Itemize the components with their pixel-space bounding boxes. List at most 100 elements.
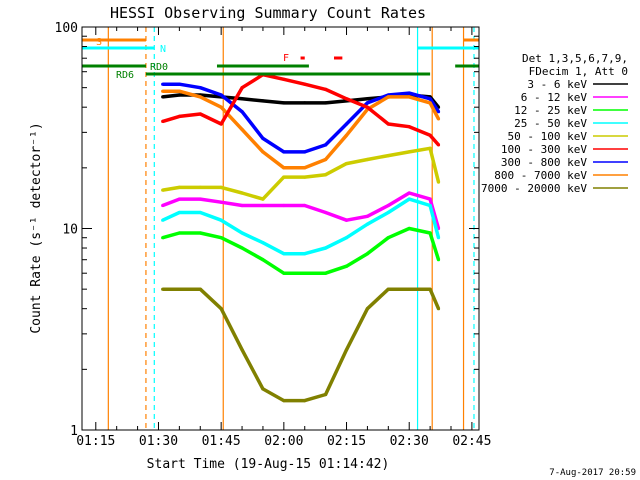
series-point [324, 157, 328, 162]
y-tick-label: 10 [62, 223, 78, 238]
legend-header: FDecim 1, Att 0 [529, 65, 628, 78]
series-point [282, 166, 286, 170]
series-point [386, 287, 390, 291]
x-tick-label: 02:30 [390, 434, 429, 449]
series-point [198, 287, 202, 291]
series-point [428, 101, 432, 105]
x-tick-label: 02:00 [264, 434, 303, 449]
series-point [240, 348, 244, 352]
series-point [428, 203, 432, 208]
series-point [177, 185, 181, 189]
series-point [324, 101, 328, 105]
series-point [365, 307, 369, 311]
legend-entry-label: 3 - 6 keV [527, 78, 587, 91]
legend-entry-label: 300 - 800 keV [501, 156, 587, 169]
series-point [240, 191, 244, 195]
series-point [344, 133, 349, 137]
series-line [162, 72, 440, 147]
series-point [261, 203, 265, 208]
plot-frame [81, 26, 480, 431]
series-point [324, 210, 328, 215]
legend-entry-label: 12 - 25 keV [514, 104, 587, 117]
series-point [198, 95, 202, 99]
x-tick-label: 01:15 [76, 434, 115, 449]
series-point [198, 112, 202, 116]
series-line [162, 287, 441, 403]
series-point [324, 173, 328, 177]
series-point [282, 203, 286, 208]
series-point [198, 86, 202, 90]
flag-label: S [96, 37, 102, 48]
series-point [386, 236, 390, 240]
series-point [365, 214, 369, 218]
series-point [428, 287, 432, 291]
series-point [161, 188, 165, 192]
series-point [428, 97, 432, 101]
series-point [386, 203, 390, 208]
series-point [436, 110, 441, 114]
series-point [303, 271, 307, 275]
series-point [219, 122, 223, 126]
flag-label: N [160, 44, 166, 55]
series-point [161, 287, 165, 291]
chart-title: HESSI Observing Summary Count Rates [110, 4, 426, 22]
series-point [219, 200, 223, 204]
series-point [386, 122, 390, 126]
series-point [198, 185, 202, 189]
series-point [407, 287, 411, 291]
series-point [344, 122, 349, 126]
series-point [344, 162, 349, 166]
series-point [219, 218, 223, 222]
series-point [177, 231, 181, 235]
series-point [303, 150, 307, 154]
series-point [282, 150, 286, 154]
series-line [162, 146, 441, 201]
series-point [261, 241, 265, 245]
series-point [198, 231, 202, 235]
y-axis-label: Count Rate (s⁻¹ detector⁻¹) [29, 122, 44, 333]
series-line [161, 197, 441, 256]
series-point [161, 236, 165, 240]
series-point [428, 146, 432, 150]
series-point [282, 77, 286, 81]
series-line [162, 226, 441, 275]
series-point [344, 264, 349, 268]
series-point [240, 127, 244, 132]
series-point [407, 95, 411, 99]
series-point [282, 101, 286, 105]
series-point [407, 197, 411, 201]
series-point [177, 287, 181, 291]
series-point [428, 231, 432, 235]
series-point [407, 226, 411, 231]
footer-date: 7-Aug-2017 20:59 [549, 468, 636, 478]
series-point [436, 117, 441, 121]
legend-entry-label: 6 - 12 keV [521, 91, 588, 104]
flag-label: RD6 [116, 70, 134, 81]
series-point [303, 175, 307, 179]
series-point [324, 392, 328, 397]
series-point [161, 89, 165, 93]
series-point [219, 105, 223, 109]
series-point [428, 197, 432, 201]
series-point [365, 252, 369, 256]
series-point [428, 133, 432, 137]
series-point [436, 143, 441, 147]
series-point [240, 246, 244, 250]
series-point [177, 114, 181, 118]
series-point [282, 271, 286, 275]
series-point [282, 175, 286, 179]
series-point [240, 86, 244, 90]
series-point [324, 87, 328, 91]
x-tick-label: 01:45 [202, 434, 241, 449]
series-point [324, 246, 328, 250]
series-point [324, 271, 328, 275]
series-point [261, 387, 265, 391]
series-point [365, 97, 369, 101]
series-point [365, 222, 369, 226]
series-point [282, 252, 286, 256]
series-point [261, 197, 265, 201]
x-tick-label: 01:30 [139, 434, 178, 449]
series-point [161, 82, 165, 86]
series-point [303, 101, 307, 105]
